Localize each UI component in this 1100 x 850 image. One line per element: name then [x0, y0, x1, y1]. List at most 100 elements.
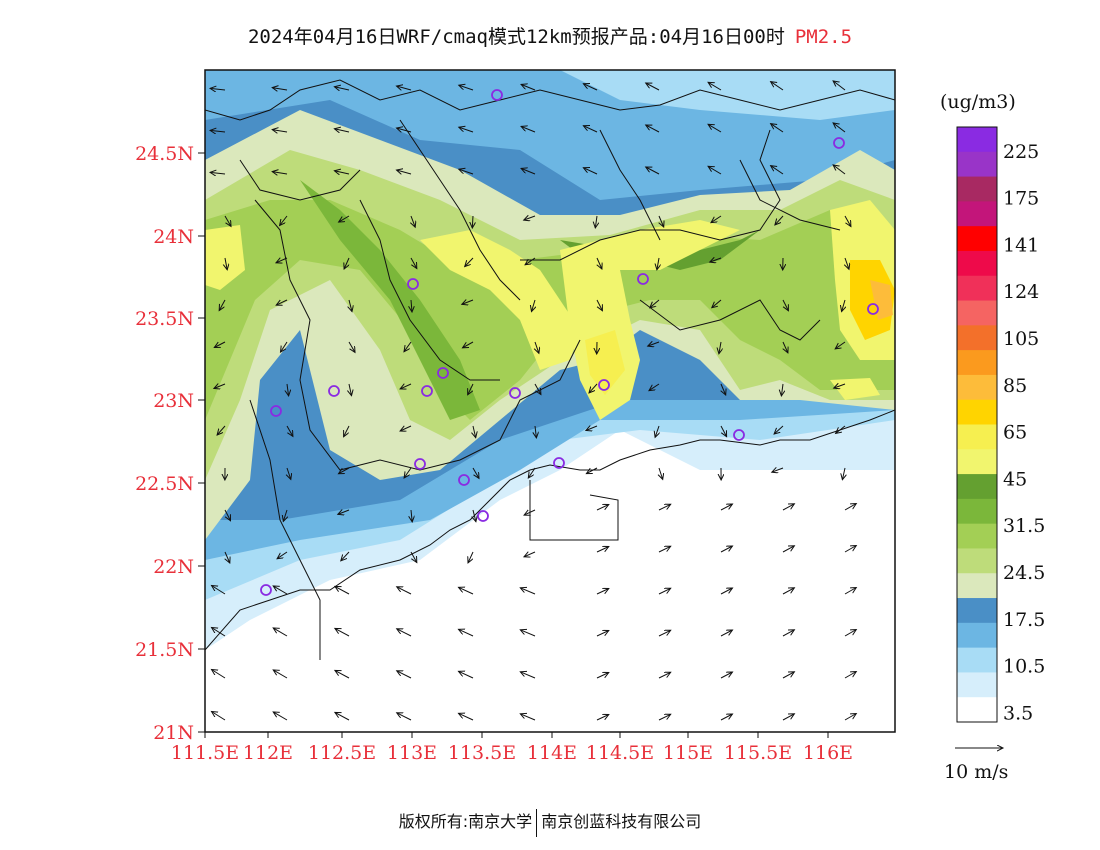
- wind-arrow: [844, 672, 856, 679]
- colorbar-label: 65: [1003, 422, 1027, 444]
- colorbar-swatch: [957, 697, 997, 723]
- station-marker: [414, 458, 426, 470]
- colorbar-swatch: [957, 325, 997, 351]
- variable-name: PM2.5: [794, 26, 853, 48]
- colorbar-swatch: [957, 350, 997, 376]
- wind-arrow: [210, 172, 226, 174]
- wind-arrow: [596, 547, 609, 553]
- station-marker: [833, 137, 845, 149]
- chart-title: 2024年04月16日WRF/cmaq模式12km预报产品:04月16日00时 P…: [0, 22, 1100, 49]
- wind-arrow: [335, 712, 350, 721]
- wind-arrow: [335, 670, 350, 679]
- wind-arrow: [844, 630, 856, 637]
- station-marker: [867, 303, 879, 315]
- wind-arrow: [397, 713, 412, 721]
- wind-arrow: [276, 258, 288, 263]
- colorbar-frame: [956, 126, 998, 723]
- wind-arrow: [344, 257, 350, 269]
- lon-tick-label: 114.5E: [586, 742, 654, 764]
- colorbar-label: 141: [1003, 234, 1039, 256]
- wind-arrow: [589, 383, 598, 393]
- station-marker: [491, 89, 503, 101]
- wind-arrow: [719, 341, 721, 354]
- wind-arrow: [782, 504, 794, 511]
- wind-arrow: [782, 299, 788, 311]
- station-marker: [407, 278, 419, 290]
- wind-arrow: [844, 546, 856, 553]
- wind-arrow: [524, 510, 536, 515]
- station-marker: [270, 405, 282, 417]
- wind-arrow: [721, 383, 726, 395]
- wind-arrow: [212, 712, 226, 721]
- wind-arrow: [459, 587, 474, 595]
- wind-arrow: [334, 171, 350, 174]
- colorbar-swatch: [957, 474, 997, 500]
- wind-arrow: [214, 341, 226, 348]
- wind-arrow: [658, 546, 671, 553]
- wind-arrow: [649, 383, 660, 391]
- wind-arrow: [468, 383, 474, 395]
- colorbar-swatch: [957, 275, 997, 302]
- wind-arrow: [583, 126, 598, 133]
- wind-arrow: [286, 425, 293, 436]
- wind-arrow: [281, 341, 288, 352]
- wind-arrow: [335, 586, 350, 595]
- boundaries: [205, 79, 895, 660]
- wind-arrow: [658, 504, 671, 511]
- wind-arrow: [833, 165, 846, 175]
- colorbar-swatch: [957, 226, 997, 252]
- wind-arrow: [596, 631, 609, 637]
- colorbar-label: 3.5: [1003, 702, 1033, 724]
- wind-arrow: [781, 383, 783, 396]
- wind-arrow: [650, 299, 660, 308]
- colorbar-swatch: [957, 176, 997, 202]
- wind-arrow: [521, 126, 536, 133]
- wind-arrow: [844, 588, 856, 595]
- wind-arrow: [711, 215, 722, 223]
- longitude-axis: 111.5E 112E 112.5E 113E 113.5E 114E 114.5E 115E…: [171, 732, 853, 764]
- wind-arrow: [397, 587, 412, 595]
- wind-arrow: [720, 425, 727, 437]
- wind-arrow: [712, 299, 722, 308]
- lat-tick-label: 24.5N: [135, 143, 194, 165]
- wind-arrow: [596, 299, 602, 311]
- wind-arrow: [462, 300, 474, 304]
- wind-arrow: [833, 81, 846, 91]
- wind-reference: 10 m/s: [944, 748, 1008, 783]
- wind-arrow: [596, 673, 609, 679]
- wind-arrow: [280, 215, 288, 226]
- wind-arrow: [473, 425, 476, 438]
- colorbar-swatch: [957, 250, 997, 277]
- wind-arrow: [782, 672, 794, 679]
- wind-arrow: [834, 384, 846, 388]
- wind-arrow: [532, 299, 536, 312]
- station-marker: [437, 367, 449, 379]
- wind-arrow: [472, 215, 473, 228]
- wind-arrow: [708, 124, 722, 133]
- wind-arrow: [212, 586, 226, 595]
- wind-arrow: [225, 257, 227, 270]
- wind-arrow: [400, 384, 412, 389]
- lon-tick-label: 112.5E: [308, 742, 376, 764]
- wind-arrow: [520, 588, 536, 595]
- wind-arrow: [225, 551, 230, 563]
- wind-arrow: [335, 628, 350, 637]
- colorbar: 225 175 141 124 105 85 65 45 31.5 24.5 17.5 10.5 3.5: [956, 126, 1045, 724]
- wind-arrow: [842, 467, 845, 480]
- colorbar-swatch: [957, 672, 997, 698]
- colorbar-swatch: [957, 449, 997, 475]
- colorbar-swatch: [957, 399, 997, 425]
- wind-arrow: [397, 629, 412, 637]
- wind-arrow: [410, 551, 417, 563]
- wind-arrow: [844, 215, 851, 227]
- wind-arrow: [473, 509, 476, 522]
- wind-arrow: [521, 84, 536, 91]
- wind-arrow: [338, 510, 350, 514]
- wind-arrow: [349, 383, 352, 396]
- wind-arrow: [771, 82, 784, 91]
- colorbar-label: 45: [1003, 468, 1027, 490]
- wind-arrow: [459, 671, 474, 679]
- wind-arrow: [272, 172, 288, 174]
- lat-tick-label: 22N: [153, 556, 194, 578]
